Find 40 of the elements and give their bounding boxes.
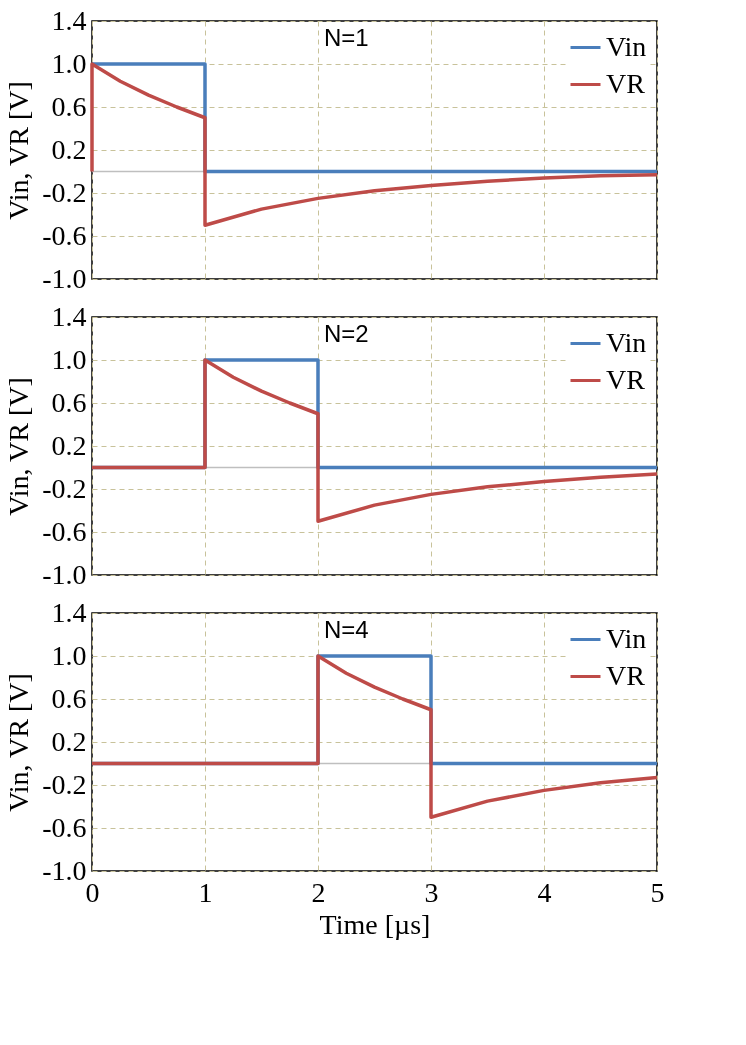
y-axis-title: Vin, VR [V] bbox=[3, 81, 35, 220]
y-tick-label: -0.6 bbox=[42, 811, 87, 843]
y-tick-label: 1.0 bbox=[51, 343, 87, 375]
legend-label: VR bbox=[606, 659, 646, 691]
y-tick-label: 1.4 bbox=[51, 596, 87, 628]
y-tick-label: -0.2 bbox=[42, 176, 87, 208]
x-tick-label: 4 bbox=[537, 876, 552, 908]
y-tick-label: -0.2 bbox=[42, 768, 87, 800]
y-tick-label: 0.6 bbox=[51, 682, 87, 714]
y-axis-title: Vin, VR [V] bbox=[3, 673, 35, 812]
y-tick-label: -0.6 bbox=[42, 515, 87, 547]
y-tick-label: 0.2 bbox=[51, 725, 87, 757]
y-tick-label: 1.0 bbox=[51, 47, 87, 79]
x-tick-label: 2 bbox=[311, 876, 326, 908]
y-tick-label: -1.0 bbox=[42, 558, 87, 590]
x-tick-label: 5 bbox=[650, 876, 665, 908]
x-axis-title: Time [µs] bbox=[319, 908, 431, 940]
y-axis-title: Vin, VR [V] bbox=[3, 377, 35, 516]
chart-title: N=2 bbox=[323, 320, 369, 347]
y-tick-label: 0.2 bbox=[51, 429, 87, 461]
x-tick-label: 0 bbox=[85, 876, 100, 908]
y-tick-label: 1.0 bbox=[51, 639, 87, 671]
x-tick-label: 1 bbox=[198, 876, 213, 908]
y-tick-label: -0.6 bbox=[42, 219, 87, 251]
y-tick-label: -0.2 bbox=[42, 472, 87, 504]
chart-title: N=4 bbox=[323, 616, 369, 643]
y-tick-label: 1.4 bbox=[51, 4, 87, 36]
y-tick-label: 1.4 bbox=[51, 300, 87, 332]
legend-label: Vin bbox=[606, 622, 647, 654]
chart-title: N=1 bbox=[323, 24, 369, 51]
y-tick-label: 0.6 bbox=[51, 90, 87, 122]
y-tick-label: 0.2 bbox=[51, 133, 87, 165]
legend-label: Vin bbox=[606, 30, 647, 62]
x-tick-label: 3 bbox=[424, 876, 439, 908]
y-tick-label: -1.0 bbox=[42, 262, 87, 294]
y-tick-label: -1.0 bbox=[42, 854, 87, 886]
y-tick-label: 0.6 bbox=[51, 386, 87, 418]
legend-label: VR bbox=[606, 363, 646, 395]
legend-label: Vin bbox=[606, 326, 647, 358]
legend-label: VR bbox=[606, 67, 646, 99]
